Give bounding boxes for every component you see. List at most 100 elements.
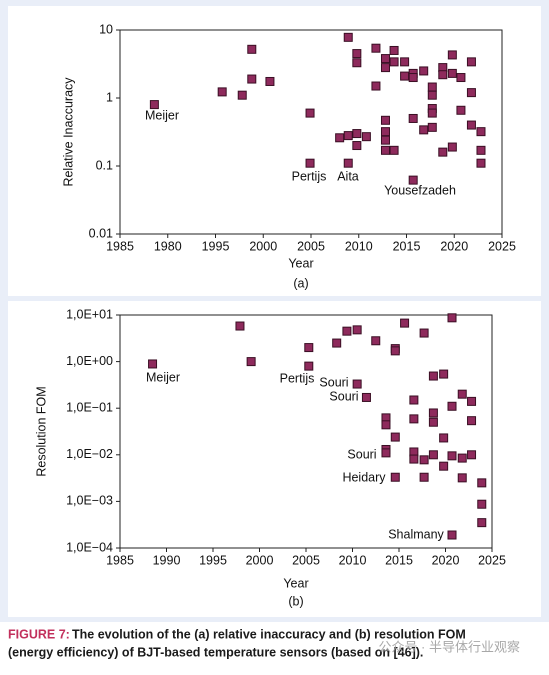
- marker: [352, 49, 362, 59]
- marker: [466, 88, 476, 98]
- marker: [456, 105, 466, 115]
- marker: [427, 82, 437, 92]
- marker: [419, 66, 429, 76]
- marker: [447, 313, 457, 323]
- marker: [400, 71, 410, 81]
- marker: [381, 420, 391, 430]
- marker: [389, 45, 399, 55]
- marker: [352, 129, 362, 139]
- marker: [380, 115, 390, 125]
- marker: [447, 50, 457, 60]
- marker: [335, 133, 345, 143]
- marker: [447, 142, 457, 152]
- marker: [235, 321, 245, 331]
- marker: [438, 70, 448, 80]
- marker: [439, 369, 449, 379]
- x-tick-label: 2020: [432, 553, 460, 567]
- marker: [477, 478, 487, 488]
- annotation: Meijer: [146, 370, 180, 384]
- annotation: Meijer: [145, 108, 179, 122]
- x-tick-label: 2000: [249, 239, 277, 253]
- marker: [380, 127, 390, 137]
- y-tick-label: 1,0E−02: [66, 447, 113, 461]
- marker: [342, 326, 352, 336]
- y-tick-label: 0.1: [96, 158, 113, 172]
- x-tick-label: 1985: [106, 239, 134, 253]
- annotation: Yousefzadeh: [384, 183, 456, 197]
- marker: [352, 325, 362, 335]
- marker: [447, 451, 457, 461]
- marker: [476, 158, 486, 168]
- marker: [419, 455, 429, 465]
- y-tick-label: 1,0E−03: [66, 494, 113, 508]
- marker: [332, 338, 342, 348]
- marker: [467, 450, 477, 460]
- y-tick-label: 10: [99, 22, 113, 36]
- annotation: Pertijs: [292, 169, 327, 183]
- marker: [477, 518, 487, 528]
- marker: [428, 408, 438, 418]
- marker: [343, 158, 353, 168]
- marker: [439, 461, 449, 471]
- marker: [390, 346, 400, 356]
- plot-area: [119, 314, 493, 549]
- marker: [439, 433, 449, 443]
- marker: [246, 357, 256, 367]
- panel-label: (b): [288, 594, 303, 608]
- marker: [467, 416, 477, 426]
- marker: [457, 389, 467, 399]
- y-tick-label: 0.01: [89, 226, 113, 240]
- marker: [466, 57, 476, 67]
- marker: [466, 120, 476, 130]
- marker: [389, 145, 399, 155]
- x-tick-label: 2015: [385, 553, 413, 567]
- marker: [381, 448, 391, 458]
- x-tick-label: 2005: [297, 239, 325, 253]
- marker: [389, 57, 399, 67]
- y-tick-label: 1,0E−01: [66, 400, 113, 414]
- x-axis-label: Year: [288, 256, 313, 270]
- marker: [352, 141, 362, 151]
- annotation: Souri: [319, 375, 348, 389]
- marker: [380, 63, 390, 73]
- x-tick-label: 2010: [345, 239, 373, 253]
- marker: [390, 432, 400, 442]
- y-tick-label: 1,0E+00: [66, 354, 113, 368]
- marker: [343, 32, 353, 42]
- x-tick-label: 2010: [339, 553, 367, 567]
- marker: [361, 392, 371, 402]
- marker: [247, 74, 257, 84]
- annotation: Souri: [347, 447, 376, 461]
- x-tick-label: 2000: [246, 553, 274, 567]
- marker: [400, 318, 410, 328]
- marker: [427, 108, 437, 118]
- annotation: Shalmany: [388, 527, 444, 541]
- marker: [428, 417, 438, 427]
- y-axis-label: Relative Inaccuracy: [61, 77, 75, 187]
- marker: [305, 158, 315, 168]
- y-tick-label: 1,0E−04: [66, 540, 113, 554]
- x-tick-label: 2005: [292, 553, 320, 567]
- x-tick-label: 2025: [488, 239, 516, 253]
- panel-label: (a): [293, 276, 308, 290]
- marker: [438, 147, 448, 157]
- marker: [419, 125, 429, 135]
- watermark: 公众号 · 半导体行业观察: [378, 639, 520, 654]
- marker: [352, 379, 362, 389]
- caption-text: (energy efficiency) of BJT-based tempera…: [8, 645, 423, 659]
- marker: [428, 371, 438, 381]
- marker: [371, 81, 381, 91]
- annotation: Aita: [337, 169, 359, 183]
- x-axis-label: Year: [283, 576, 308, 590]
- marker: [217, 87, 227, 97]
- marker: [247, 44, 257, 54]
- marker: [408, 175, 418, 185]
- marker: [409, 395, 419, 405]
- x-tick-label: 1995: [199, 553, 227, 567]
- marker: [380, 54, 390, 64]
- x-tick-label: 1985: [106, 553, 134, 567]
- marker: [408, 73, 418, 83]
- x-tick-label: 1980: [154, 239, 182, 253]
- marker: [380, 145, 390, 155]
